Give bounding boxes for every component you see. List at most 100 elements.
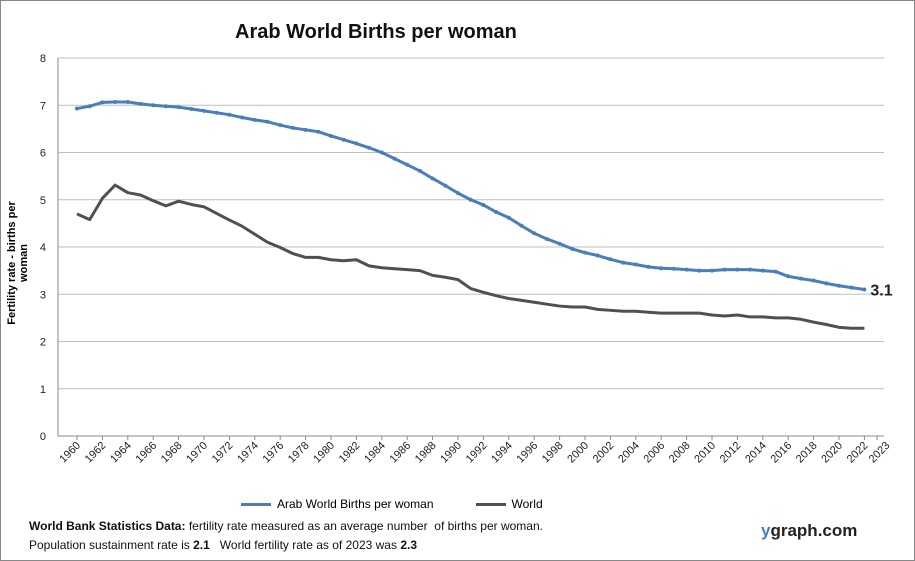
y-tick-label: 3 <box>40 289 46 301</box>
x-tick-label: 2016 <box>769 440 795 466</box>
y-tick-label: 8 <box>40 53 46 65</box>
y-tick-label: 2 <box>40 337 46 349</box>
data-point <box>456 191 460 196</box>
data-point <box>290 125 295 130</box>
y-tick-label: 0 <box>40 431 46 443</box>
data-point <box>278 123 283 128</box>
data-point <box>671 266 676 271</box>
data-point <box>583 250 587 255</box>
x-tick-label: 1978 <box>286 440 312 466</box>
x-tick-label: 2023 <box>867 440 893 466</box>
world-rate: 2.3 <box>400 538 417 552</box>
x-tick-label: 2006 <box>642 440 668 466</box>
data-point <box>506 215 511 220</box>
data-point <box>760 268 765 273</box>
x-tick-label: 1972 <box>210 440 236 466</box>
data-point <box>392 156 397 161</box>
data-point <box>837 283 841 288</box>
data-point <box>151 103 156 108</box>
end-value-label: 3.1 <box>870 283 892 300</box>
data-point <box>544 236 549 241</box>
legend-swatch-world <box>475 502 506 506</box>
data-point <box>684 267 689 272</box>
data-point <box>697 268 702 273</box>
data-point <box>341 137 346 142</box>
x-tick-label: 1996 <box>515 440 541 466</box>
x-tick-label: 1990 <box>438 440 464 466</box>
data-point <box>75 106 79 111</box>
data-point <box>646 264 651 269</box>
x-tick-label: 2020 <box>819 440 845 466</box>
data-point <box>494 210 499 215</box>
x-tick-label: 2004 <box>616 440 642 466</box>
y-tick-label: 6 <box>40 148 46 160</box>
x-tick-label: 1986 <box>388 440 414 466</box>
data-point <box>862 287 867 292</box>
data-point <box>87 104 92 109</box>
footer-text: Population sustainment rate is <box>29 538 194 552</box>
x-tick-label: 2002 <box>591 440 617 466</box>
x-tick-label: 1968 <box>159 440 185 466</box>
data-point <box>773 269 778 274</box>
x-tick-label: 2000 <box>565 440 591 466</box>
data-point <box>227 112 232 117</box>
data-point <box>849 285 854 290</box>
x-tick-label: 1962 <box>83 440 109 466</box>
x-tick-label: 2022 <box>845 440 871 466</box>
data-point <box>608 257 613 262</box>
data-point <box>417 168 422 173</box>
data-point <box>595 253 600 258</box>
data-point <box>240 115 245 120</box>
footer-line-1: World Bank Statistics Data: fertility ra… <box>29 519 543 533</box>
x-tick-label: 1994 <box>489 440 515 466</box>
data-point <box>659 266 664 271</box>
data-point <box>329 133 333 138</box>
data-point <box>621 260 626 265</box>
x-tick-label: 1970 <box>184 440 210 466</box>
data-point <box>811 278 816 283</box>
legend-label-arab: Arab World Births per woman <box>277 497 434 511</box>
data-point <box>786 274 791 279</box>
data-point <box>138 101 143 106</box>
data-point <box>748 267 753 272</box>
legend-label-world: World <box>511 497 543 511</box>
x-tick-label: 1992 <box>464 440 490 466</box>
data-point <box>303 127 308 132</box>
x-tick-label: 1984 <box>362 440 388 466</box>
x-tick-label: 1976 <box>261 440 287 466</box>
y-tick-label: 5 <box>40 195 46 207</box>
footer-source: World Bank Statistics Data: <box>29 519 186 533</box>
x-tick-label: 1982 <box>337 440 363 466</box>
data-point <box>532 231 537 236</box>
y-tick-label: 1 <box>40 384 46 396</box>
data-point <box>252 117 257 122</box>
data-point <box>265 119 270 124</box>
data-point <box>824 281 829 286</box>
series-line-1 <box>76 183 865 330</box>
data-point <box>557 241 562 246</box>
brand-logo[interactable]: ygraph.com <box>761 521 858 540</box>
data-point <box>100 100 105 105</box>
legend-swatch-arab <box>241 502 271 506</box>
y-tick-label: 7 <box>40 100 46 112</box>
data-point <box>189 107 194 112</box>
series-line-0 <box>76 100 865 292</box>
x-tick-label: 1974 <box>235 440 261 466</box>
data-point <box>367 145 372 150</box>
footer-desc: fertility rate measured as an average nu… <box>185 519 543 533</box>
data-point <box>354 141 359 146</box>
data-point <box>735 267 740 272</box>
data-point <box>125 99 130 104</box>
x-tick-label: 1960 <box>57 440 83 466</box>
x-tick-label: 1980 <box>311 440 337 466</box>
data-point <box>176 105 181 110</box>
data-point <box>405 162 410 167</box>
x-tick-label: 1998 <box>540 440 566 466</box>
data-point <box>519 223 524 228</box>
x-tick-label: 1966 <box>134 440 160 466</box>
data-point <box>633 262 638 267</box>
x-tick-label: 2012 <box>718 440 744 466</box>
x-tick-label: 2010 <box>692 440 718 466</box>
footer-line-2: Population sustainment rate is 2.1 World… <box>29 538 417 552</box>
